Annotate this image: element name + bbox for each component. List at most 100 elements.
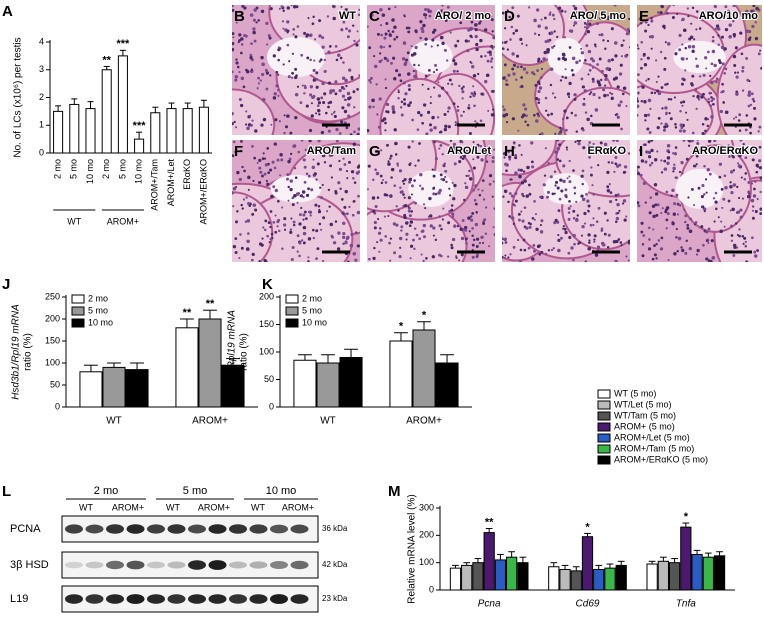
nucleus <box>713 63 717 68</box>
nucleus <box>659 11 663 15</box>
error-bar <box>659 556 667 562</box>
nucleus <box>615 216 620 221</box>
nucleus <box>585 23 588 26</box>
nucleus <box>698 27 702 30</box>
nucleus <box>753 250 757 254</box>
nucleus <box>565 116 569 120</box>
nucleus <box>510 194 514 198</box>
nucleus <box>533 73 536 76</box>
nucleus <box>378 226 382 230</box>
nucleus <box>371 98 375 103</box>
nucleus <box>591 79 595 83</box>
nucleus <box>460 87 464 90</box>
nucleus <box>342 235 346 240</box>
nucleus <box>732 169 736 172</box>
x-tick-label: 5 mo <box>117 159 127 179</box>
nucleus <box>431 168 434 171</box>
nucleus <box>747 93 751 97</box>
nucleus <box>346 91 351 96</box>
nucleus <box>349 243 354 248</box>
nucleus <box>593 234 597 238</box>
nucleus <box>598 33 601 37</box>
nucleus <box>543 50 548 55</box>
nucleus <box>724 185 728 190</box>
nucleus <box>298 222 302 226</box>
nucleus <box>647 77 650 81</box>
nucleus <box>403 102 407 106</box>
nucleus <box>713 220 716 223</box>
nucleus <box>690 22 693 25</box>
nucleus <box>489 60 493 63</box>
nucleus <box>562 179 566 184</box>
nucleus <box>488 182 492 186</box>
nucleus <box>389 237 393 240</box>
nucleus <box>310 188 314 192</box>
bar <box>102 366 126 408</box>
nucleus <box>456 39 460 43</box>
band <box>188 524 206 534</box>
nucleus <box>352 251 357 256</box>
nucleus <box>408 163 412 167</box>
nucleus <box>345 27 348 31</box>
nucleus <box>370 13 374 17</box>
nucleus <box>470 20 474 24</box>
nucleus <box>421 83 424 86</box>
nucleus <box>337 53 341 57</box>
nucleus <box>317 140 321 143</box>
nucleus <box>320 96 324 100</box>
nucleus <box>245 110 248 113</box>
legend-label: 10 mo <box>302 317 327 327</box>
nucleus <box>561 75 564 79</box>
nucleus <box>758 145 762 149</box>
row-label: 3β HSD <box>10 559 49 571</box>
nucleus <box>348 160 351 164</box>
bar <box>125 369 149 408</box>
nucleus <box>640 173 643 177</box>
nucleus <box>232 191 234 195</box>
nucleus <box>357 127 360 131</box>
nucleus <box>596 80 601 85</box>
nucleus <box>323 69 327 73</box>
nucleus <box>723 71 726 75</box>
nucleus <box>704 117 708 121</box>
nucleus <box>533 200 536 203</box>
legend-swatch <box>597 444 611 454</box>
nucleus <box>730 224 734 228</box>
nucleus <box>450 82 454 86</box>
nucleus <box>564 10 567 13</box>
nucleus <box>247 188 250 191</box>
nucleus <box>603 211 607 215</box>
nucleus <box>239 14 242 17</box>
legend-label: WT (5 mo) <box>614 388 656 398</box>
nucleus <box>263 258 267 262</box>
nucleus <box>393 38 396 41</box>
nucleus <box>353 39 356 43</box>
lumen <box>408 170 454 208</box>
nucleus <box>588 141 591 144</box>
nucleus <box>328 205 331 208</box>
nucleus <box>619 63 623 67</box>
nucleus <box>348 29 352 33</box>
x-tick-label: AROM+ <box>406 416 442 427</box>
error-bar <box>71 98 78 105</box>
nucleus <box>237 41 240 44</box>
nucleus <box>399 246 402 249</box>
nucleus <box>414 45 418 50</box>
nucleus <box>549 67 554 71</box>
nucleus <box>382 178 385 181</box>
nucleus <box>508 155 512 159</box>
nucleus <box>403 98 406 101</box>
nucleus <box>517 238 520 242</box>
nucleus <box>502 241 504 245</box>
nucleus <box>594 45 597 48</box>
nucleus <box>669 98 673 101</box>
nucleus <box>749 103 753 107</box>
nucleus <box>539 230 544 234</box>
nucleus <box>685 157 689 161</box>
nucleus <box>380 59 383 62</box>
nucleus <box>521 219 525 223</box>
nucleus <box>389 154 393 158</box>
nucleus <box>503 256 507 259</box>
nucleus <box>535 119 539 123</box>
nucleus <box>511 6 515 10</box>
